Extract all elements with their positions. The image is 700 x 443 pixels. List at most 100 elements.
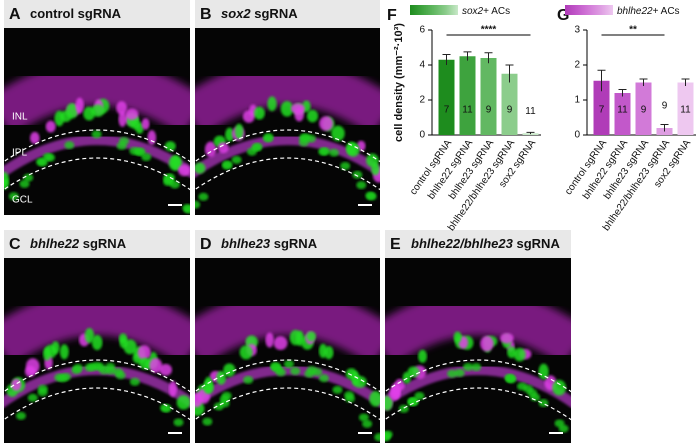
gcl-cell bbox=[8, 192, 19, 201]
error-bar bbox=[597, 69, 606, 92]
magenta-band bbox=[4, 60, 190, 137]
gcl-cell bbox=[447, 369, 458, 378]
gene-name: bhlhe22/bhlhe23 bbox=[411, 236, 514, 251]
boundary bbox=[4, 129, 190, 163]
magenta-band bbox=[385, 290, 571, 367]
boundary bbox=[4, 157, 190, 191]
gcl-cell bbox=[290, 367, 301, 376]
panel-letter: C bbox=[9, 236, 21, 253]
boundary bbox=[385, 359, 571, 393]
layer-label: GCL bbox=[12, 195, 33, 206]
title-bar bbox=[4, 230, 190, 258]
error-bar bbox=[505, 64, 514, 83]
cell bbox=[125, 108, 139, 120]
cell bbox=[369, 391, 380, 407]
cell bbox=[141, 118, 150, 130]
cell bbox=[453, 331, 462, 343]
gcl-cell bbox=[328, 148, 339, 157]
gcl-cell bbox=[16, 411, 27, 420]
gcl-cell bbox=[312, 368, 323, 377]
bar bbox=[438, 59, 455, 135]
cell bbox=[195, 162, 206, 174]
gcl-cell bbox=[61, 372, 72, 381]
cell bbox=[239, 345, 253, 360]
n-label: 11 bbox=[462, 105, 473, 116]
boundary bbox=[4, 387, 190, 421]
bar bbox=[677, 82, 694, 135]
gcl-cell bbox=[198, 192, 209, 201]
gcl-cell bbox=[318, 374, 329, 383]
cell bbox=[418, 349, 428, 363]
cell bbox=[123, 339, 137, 355]
gcl-cell bbox=[182, 203, 190, 212]
gcl-cell bbox=[454, 368, 465, 377]
boundary bbox=[195, 359, 380, 393]
gcl-cell bbox=[523, 384, 534, 393]
micrograph bbox=[195, 28, 380, 215]
y-tick-label: 1 bbox=[574, 95, 580, 106]
cell bbox=[168, 155, 183, 171]
y-tick-label: 0 bbox=[574, 130, 580, 141]
cell bbox=[225, 127, 235, 142]
cell bbox=[319, 116, 333, 131]
cell bbox=[4, 171, 9, 187]
panel-title: bhlhe23 sgRNA bbox=[221, 236, 318, 251]
cell bbox=[84, 328, 95, 344]
cell bbox=[552, 379, 567, 396]
bar bbox=[501, 73, 518, 135]
gcl-cell bbox=[358, 413, 369, 422]
gcl-cell bbox=[27, 393, 38, 402]
image bbox=[4, 258, 190, 443]
cell bbox=[176, 395, 190, 410]
cell bbox=[91, 104, 105, 117]
boundary bbox=[195, 387, 380, 421]
gcl-cell bbox=[362, 419, 373, 428]
bar bbox=[459, 56, 476, 135]
cell bbox=[345, 368, 358, 380]
micrograph bbox=[195, 258, 380, 443]
gcl-cell bbox=[129, 377, 140, 386]
micrograph bbox=[385, 258, 571, 443]
gcl-cell bbox=[119, 136, 130, 145]
cell bbox=[318, 343, 328, 358]
gcl-cell bbox=[300, 133, 311, 142]
bar bbox=[480, 58, 497, 135]
bar bbox=[635, 82, 652, 135]
gcl-cell bbox=[356, 181, 367, 190]
cell bbox=[43, 347, 52, 361]
gcl-cell bbox=[169, 180, 180, 189]
cell bbox=[59, 344, 69, 360]
cell bbox=[480, 335, 494, 352]
cell bbox=[352, 376, 367, 388]
cell bbox=[216, 370, 227, 385]
y-tick-label: 2 bbox=[574, 60, 580, 71]
legend-swatch bbox=[565, 5, 613, 15]
y-tick-label: 6 bbox=[419, 25, 425, 36]
cell bbox=[116, 101, 127, 115]
gcl-cell bbox=[398, 404, 409, 413]
y-tick-label: 0 bbox=[419, 130, 425, 141]
cell bbox=[159, 363, 173, 376]
gcl-cell bbox=[64, 141, 75, 150]
cell bbox=[267, 96, 277, 112]
cell bbox=[234, 123, 244, 140]
cell bbox=[164, 141, 176, 152]
gcl-cell bbox=[319, 147, 330, 156]
gcl-cell bbox=[385, 433, 391, 442]
cell bbox=[294, 107, 305, 122]
gcl-cell bbox=[91, 130, 102, 139]
cell bbox=[178, 164, 190, 177]
y-tick-label: 2 bbox=[419, 95, 425, 106]
gcl-cell bbox=[173, 418, 184, 427]
cell bbox=[91, 334, 103, 351]
y-tick-label: 4 bbox=[419, 60, 425, 71]
n-label: 9 bbox=[641, 105, 647, 116]
boundary bbox=[4, 359, 190, 393]
cell bbox=[273, 336, 288, 350]
cell bbox=[139, 357, 152, 370]
error-bar bbox=[618, 89, 627, 97]
title-text: sgRNA bbox=[274, 236, 318, 251]
error-bar bbox=[681, 78, 690, 86]
boundary bbox=[195, 157, 380, 191]
